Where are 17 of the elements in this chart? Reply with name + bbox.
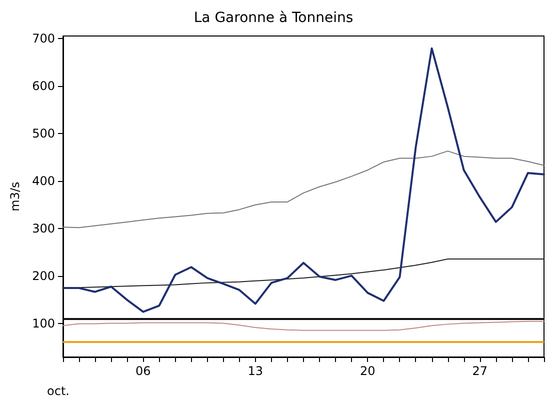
y-tick-label: 100: [32, 316, 55, 331]
y-tick-label: 400: [32, 174, 55, 188]
y-tick-label: 200: [32, 269, 55, 284]
y-tick-label: 300: [32, 222, 55, 236]
x-tick-label: 20: [360, 364, 376, 378]
line-series: [62, 320, 544, 331]
y-tick-label: 600: [32, 78, 55, 93]
x-tick-label: 13: [248, 364, 264, 378]
x-tick-label: 06: [136, 364, 151, 378]
y-axis-title: m3/s: [8, 182, 22, 212]
line-series: [62, 150, 544, 228]
y-tick-label: 500: [32, 126, 55, 140]
y-tick-label: 700: [32, 31, 55, 46]
x-tick-label: 27: [472, 364, 488, 378]
line-series: [62, 47, 545, 313]
chart-title: La Garonne à Tonneins: [194, 10, 354, 26]
text: oct.: [47, 384, 70, 398]
